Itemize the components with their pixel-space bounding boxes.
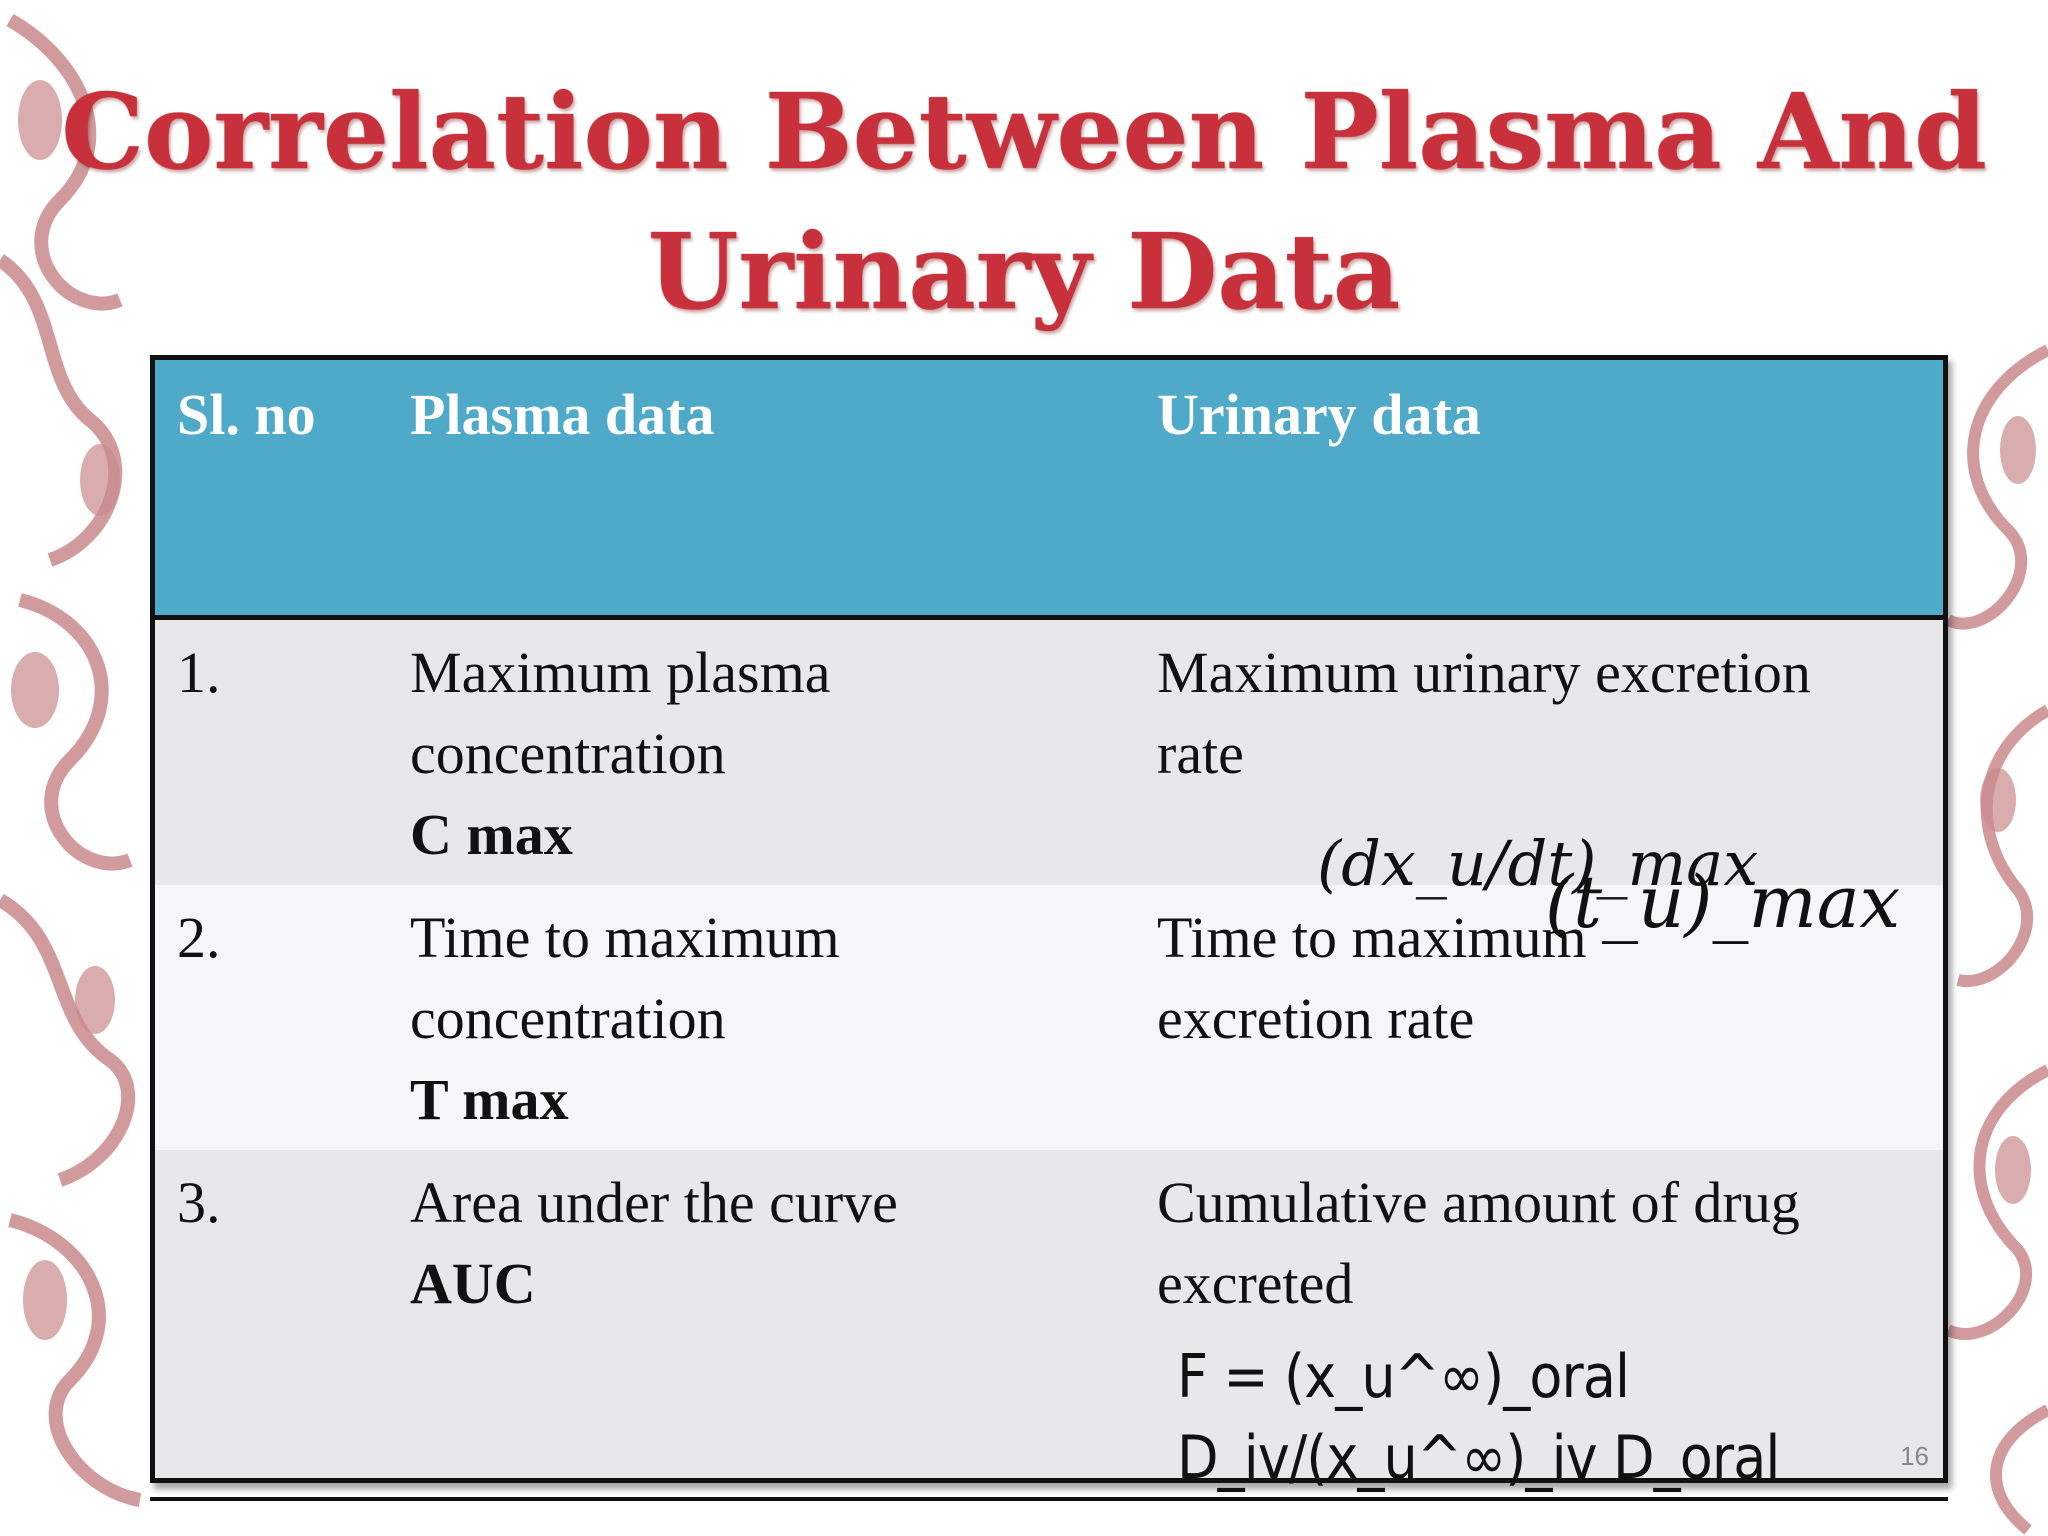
urinary-text: excreted (1157, 1251, 1354, 1316)
decorative-swirl-left (0, 13, 142, 1507)
excretion-rate-formula: (dx_u/dt)_max (1317, 827, 1759, 900)
plasma-cell: Area under the curve AUC (410, 1162, 1110, 1324)
plasma-cell: Time to maximum concentration T max (410, 897, 1110, 1140)
page-number: 16 (1900, 1441, 1929, 1471)
table-row: 2. Time to maximum concentration T max T… (155, 885, 1943, 1150)
header-urinary-data: Urinary data (1157, 382, 1481, 447)
slide-title: Correlation Between Plasma And Urinary D… (0, 62, 2048, 342)
plasma-cell: Maximum plasma concentration C max (410, 632, 1110, 875)
plasma-text: Area under the curve (410, 1170, 898, 1235)
plasma-term: AUC (410, 1251, 536, 1316)
header-plasma-data: Plasma data (410, 382, 715, 447)
plasma-text: concentration (410, 721, 726, 786)
comparison-table: Sl. no Plasma data Urinary data 1. Maxim… (150, 355, 1948, 1493)
title-line-2: Urinary Data (647, 210, 1401, 333)
row-number: 2. (177, 905, 221, 970)
urinary-cell: Maximum urinary excretion rate (1157, 632, 1947, 794)
plasma-term: C max (410, 802, 573, 867)
decorative-swirl-right (1945, 344, 2048, 1535)
time-max-formula: (t_u)_max (1545, 860, 1901, 944)
urinary-text: Cumulative amount of drug (1157, 1170, 1800, 1235)
urinary-text: Maximum urinary excretion (1157, 640, 1811, 705)
plasma-text: Time to maximum (410, 905, 840, 970)
urinary-text: rate (1157, 721, 1244, 786)
row-number: 3. (177, 1170, 221, 1235)
plasma-text: concentration (410, 986, 726, 1051)
plasma-term: T max (410, 1067, 569, 1132)
row-number: 1. (177, 640, 221, 705)
title-line-1: Correlation Between Plasma And (61, 70, 1987, 193)
urinary-cell: Cumulative amount of drug excreted F = (… (1157, 1162, 1947, 1493)
table-row: 3. Area under the curve AUC Cumulative a… (155, 1150, 1943, 1493)
urinary-text: excretion rate (1157, 986, 1475, 1051)
urinary-cell: Time to maximum excretion rate (1157, 897, 1947, 1059)
urinary-text: Time to maximum (1157, 905, 1587, 970)
table-row: 1. Maximum plasma concentration C max Ma… (155, 620, 1943, 885)
plasma-text: Maximum plasma (410, 640, 831, 705)
bottom-divider (150, 1497, 1948, 1501)
table-header-row: Sl. no Plasma data Urinary data (155, 360, 1943, 620)
bioavailability-formula: F = (x_u^∞)_oral D_iv/(x_u^∞)_iv D_oral (1177, 1342, 1780, 1493)
header-sl-no: Sl. no (177, 382, 316, 447)
